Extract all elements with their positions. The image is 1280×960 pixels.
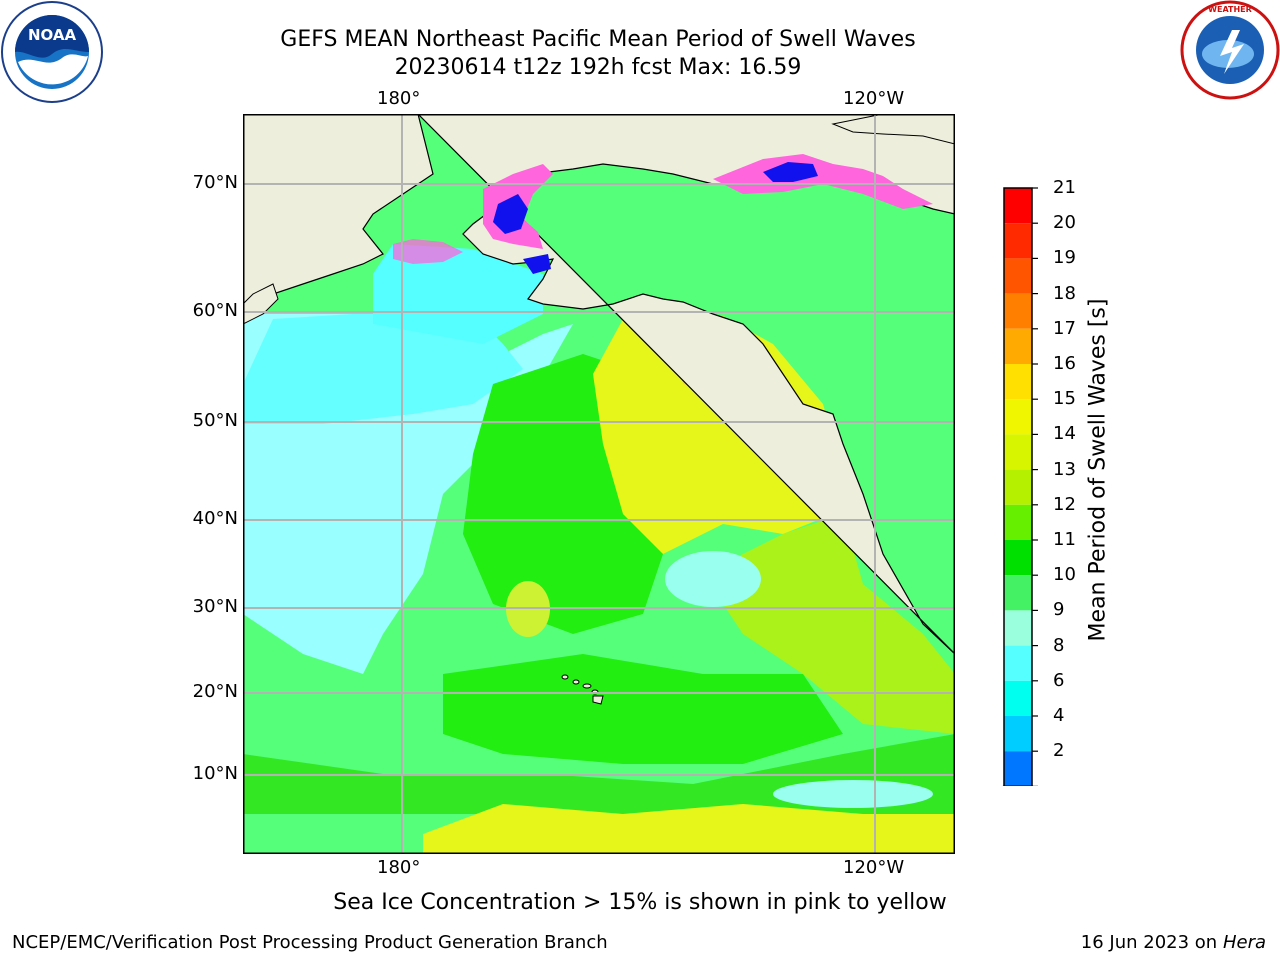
- ocean-yellow-band-south: [423, 804, 955, 854]
- nws-logo-icon: WEATHER: [1180, 0, 1280, 100]
- colorbar-tick-label: 12: [1053, 493, 1076, 515]
- ocean-cyan-north: [243, 314, 523, 424]
- land-kamchatka: [243, 283, 279, 325]
- colorbar-tick-label: 20: [1053, 212, 1076, 234]
- chart-subtitle: 20230614 t12z 192h fcst Max: 16.59: [394, 55, 802, 80]
- colorbar-segment: [1004, 293, 1032, 329]
- colorbar-segment: [1004, 540, 1032, 576]
- lat-label-50n: 50°N: [192, 410, 238, 431]
- svg-text:NOAA: NOAA: [28, 26, 77, 44]
- colorbar-tick-label: 14: [1053, 423, 1076, 445]
- noaa-logo-icon: NOAA: [1, 1, 103, 103]
- gridlines: [243, 114, 955, 854]
- colorbar-tick-label: 10: [1053, 564, 1076, 586]
- colorbar-segment: [1004, 680, 1032, 716]
- ocean-cyan-patch-south: [773, 780, 933, 808]
- sea-ice-note: Sea Ice Concentration > 15% is shown in …: [333, 890, 947, 915]
- hawaii-islands: [561, 674, 604, 705]
- lat-label-30n: 30°N: [192, 596, 238, 617]
- land-arctic-top: [831, 114, 955, 145]
- colorbar-outline: [1003, 187, 1033, 786]
- sea-ice-chukchi-blue: [493, 194, 528, 234]
- lat-label-10n: 10°N: [192, 763, 238, 784]
- colorbar-tick-label: 17: [1053, 317, 1076, 339]
- ocean-cyan-patch: [665, 551, 761, 607]
- colorbar-title: Mean Period of Swell Waves [s]: [1085, 298, 1111, 642]
- lat-label-70n: 70°N: [192, 172, 238, 193]
- colorbar-segment: [1004, 645, 1032, 681]
- footer-credit: NCEP/EMC/Verification Post Processing Pr…: [12, 932, 608, 953]
- chart-title: GEFS MEAN Northeast Pacific Mean Period …: [280, 27, 916, 52]
- colorbar-tick-label: 21: [1053, 177, 1076, 198]
- ocean-cyan-bering: [373, 244, 543, 344]
- ocean-green-south: [443, 654, 843, 764]
- svg-text:WEATHER: WEATHER: [1208, 5, 1252, 14]
- lon-label-bottom-120w: 120°W: [843, 857, 905, 878]
- map-panel: [243, 114, 955, 854]
- lon-label-top-120w: 120°W: [843, 88, 905, 109]
- colorbar-segment: [1004, 223, 1032, 259]
- colorbar-segment: [1004, 610, 1032, 646]
- ocean-yellowgreen-east: [703, 514, 955, 734]
- colorbar-segment: [1004, 469, 1032, 505]
- lon-label-top-180: 180°: [377, 88, 421, 109]
- colorbar-segment: [1004, 364, 1032, 400]
- footer-host: Hera: [1222, 932, 1266, 953]
- lon-label-bottom-180: 180°: [377, 857, 421, 878]
- footer-date-text: 16 Jun 2023 on: [1080, 932, 1218, 953]
- colorbar-segment: [1004, 575, 1032, 611]
- sea-ice-beaufort-blue: [763, 162, 818, 182]
- colorbar-segment: [1004, 751, 1032, 786]
- ocean-green-band: [243, 734, 955, 824]
- sea-ice-bering-strait: [393, 239, 463, 264]
- colorbar-tick-label: 4: [1053, 705, 1065, 726]
- colorbar-tick-label: 6: [1053, 669, 1065, 691]
- colorbar-tick-label: 8: [1053, 634, 1065, 656]
- sea-ice-anadyr-blue: [523, 254, 551, 274]
- colorbar-tick-label: 19: [1053, 247, 1076, 269]
- colorbar-segment: [1004, 716, 1032, 752]
- lat-label-40n: 40°N: [192, 508, 238, 529]
- colorbar-tick-label: 15: [1053, 388, 1076, 410]
- colorbar-segment: [1004, 328, 1032, 364]
- colorbar-tick-label: 16: [1053, 353, 1076, 374]
- colorbar-tick-label: 9: [1053, 599, 1065, 621]
- footer-date: 16 Jun 2023 on Hera: [1081, 932, 1266, 954]
- colorbar: [1002, 187, 1038, 786]
- colorbar-segment: [1004, 434, 1032, 470]
- colorbar-tick-label: 13: [1053, 458, 1076, 480]
- colorbar-tick-label: 11: [1053, 529, 1076, 550]
- colorbar-segment: [1004, 399, 1032, 435]
- colorbar-tick-label: 18: [1053, 282, 1076, 304]
- sea-ice-beaufort: [713, 154, 933, 209]
- colorbar-segment: [1004, 258, 1032, 294]
- colorbar-segment: [1004, 504, 1032, 540]
- lat-label-60n: 60°N: [192, 300, 238, 321]
- colorbar-tick-label: 2: [1053, 740, 1065, 762]
- lat-label-20n: 20°N: [192, 681, 238, 702]
- colorbar-segment: [1004, 188, 1032, 224]
